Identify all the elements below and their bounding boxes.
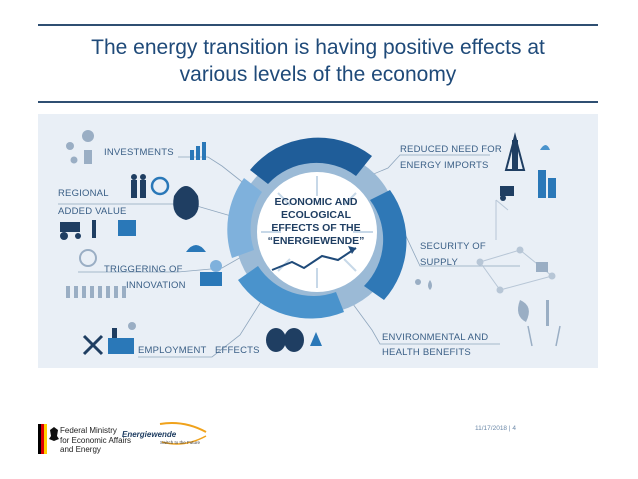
title-line-2: various levels of the economy	[179, 63, 457, 86]
center-emblem	[227, 137, 407, 319]
label-innovation-1: TRIGGERING OF	[104, 264, 183, 275]
label-regional-1: REGIONAL	[58, 188, 109, 199]
center-line-3: EFFECTS OF THE	[271, 222, 361, 234]
page-title: The energy transition is having positive…	[38, 34, 598, 88]
security-icons	[476, 199, 556, 294]
connector-investments	[178, 156, 247, 186]
employment-icons	[82, 322, 322, 356]
top-rule	[38, 24, 598, 26]
label-imports-2: ENERGY IMPORTS	[400, 160, 489, 171]
ministry-line-3: and Energy	[60, 445, 101, 454]
connector-imports	[363, 154, 490, 179]
center-line-4: “ENERGIEWENDE”	[267, 235, 365, 247]
investment-icons	[66, 130, 206, 164]
center-caption: ECONOMIC AND ECOLOGICAL EFFECTS OF THE “…	[254, 196, 378, 248]
connector-employment	[138, 299, 263, 358]
environment-icons	[415, 279, 561, 347]
label-employment-1: EMPLOYMENT	[138, 345, 207, 356]
connector-innovation	[78, 251, 251, 273]
label-security-2: SUPPLY	[420, 257, 458, 268]
federal-eagle-logo	[38, 424, 59, 454]
energiewende-logo-sub: Switch to the Future	[160, 440, 201, 445]
label-innovation-2: INNOVATION	[126, 280, 186, 291]
bottom-rule	[38, 101, 598, 103]
ministry-line-1: Federal Ministry	[60, 426, 117, 435]
label-regional-2: ADDED VALUE	[58, 206, 127, 217]
label-security-1: SECURITY OF	[420, 241, 486, 252]
ministry-line-2: for Economic Affairs	[60, 435, 131, 445]
label-environment-2: HEALTH BENEFITS	[382, 347, 471, 358]
regional-icons	[60, 174, 199, 240]
title-line-1: The energy transition is having positive…	[91, 36, 545, 59]
energiewende-logo-mark	[159, 422, 207, 445]
imports-icons	[500, 132, 556, 201]
connector-environment	[349, 299, 500, 345]
center-line-2: ECOLOGICAL	[281, 209, 351, 221]
connector-regional	[58, 203, 239, 219]
ministry-name: Federal Ministry for Economic Affairs an…	[60, 426, 131, 455]
center-line-1: ECONOMIC AND	[274, 196, 358, 208]
page-number: 11/17/2018 | 4	[475, 425, 516, 432]
energiewende-logo-text: Energiewende	[122, 430, 177, 439]
label-investments: INVESTMENTS	[104, 147, 174, 158]
label-imports-1: REDUCED NEED FOR	[400, 144, 502, 155]
label-environment-1: ENVIRONMENTAL AND	[382, 332, 489, 343]
innovation-icons	[66, 245, 222, 298]
label-employment-2: EFFECTS	[215, 345, 260, 356]
